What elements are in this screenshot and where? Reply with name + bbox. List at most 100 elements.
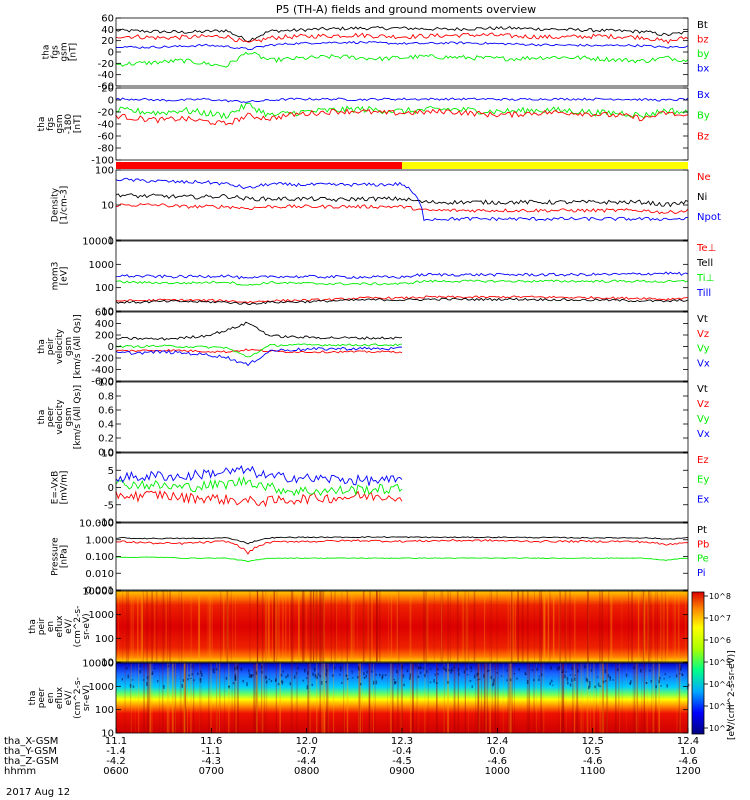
- legend-Vy: Vy: [697, 344, 710, 355]
- spectrogram-speckle: [314, 673, 316, 678]
- spectrogram-stripe: [652, 663, 655, 733]
- colorbar-tick-label: 10^6: [709, 636, 731, 645]
- spectrogram-stripe: [142, 591, 143, 662]
- spectrogram-speckle: [688, 683, 690, 687]
- spectrogram-speckle: [437, 668, 439, 671]
- spectrogram-stripe: [444, 663, 445, 733]
- spectrogram-stripe: [290, 663, 292, 733]
- x-tick-label-t: 0700: [199, 766, 224, 777]
- spectrogram-stripe: [316, 663, 318, 733]
- spectrogram-stripe: [511, 591, 513, 662]
- y-axis-label-line: velocity: [55, 399, 65, 435]
- spectrogram-stripe: [275, 663, 277, 733]
- y-axis-label-line: tha: [37, 339, 47, 354]
- x-tick-label-t: 0600: [103, 766, 128, 777]
- colorbar-tick-label: 10^2: [709, 724, 731, 733]
- spectrogram-speckle: [562, 669, 564, 673]
- spectrogram-speckle: [589, 685, 591, 688]
- spectrogram-speckle: [566, 676, 569, 681]
- chart-title: P5 (TH-A) fields and ground moments over…: [276, 3, 536, 16]
- spectrogram-stripe: [369, 591, 371, 662]
- spectrogram-stripe: [643, 591, 645, 662]
- legend-Ni: Ni: [697, 192, 707, 203]
- spectrogram-speckle: [645, 682, 648, 684]
- spectrogram-speckle: [588, 685, 590, 690]
- colorbar-tick-label: 10^8: [709, 592, 731, 601]
- spectrogram-speckle: [415, 665, 417, 667]
- y-tick-label: -400: [91, 365, 114, 376]
- y-tick-label: -200: [91, 354, 114, 365]
- spectrogram-stripe: [282, 591, 284, 662]
- spectrogram-stripe: [387, 663, 388, 733]
- spectrogram-stripe: [685, 591, 687, 662]
- spectrogram-speckle: [151, 673, 154, 675]
- spectrogram-speckle: [265, 680, 268, 684]
- x-tick-label-x: 11.1: [105, 736, 127, 747]
- spectrogram-stripe: [359, 663, 360, 733]
- panel-peer-spectrogram: 10000 1000 100 10 tha peer en eflux eV/(cm^2-s-s…: [28, 659, 690, 740]
- spectrogram-stripe: [166, 663, 169, 733]
- spectrogram-speckle: [317, 672, 320, 676]
- legend-Vy: Vy: [697, 414, 710, 425]
- spectrogram-speckle: [334, 667, 336, 670]
- y-axis-label-line: [mV/m]: [60, 471, 70, 505]
- spectrogram-speckle: [518, 668, 520, 671]
- spectrogram-speckle: [536, 667, 538, 671]
- spectrogram-speckle: [345, 674, 348, 677]
- y-axis-label-line: eflux: [55, 615, 65, 638]
- spectrogram-speckle: [561, 671, 563, 674]
- spectrogram-stripe: [433, 591, 435, 662]
- spectrogram-speckle: [351, 672, 354, 674]
- spectrogram-speckle: [551, 679, 553, 683]
- spectrogram-stripe: [148, 663, 150, 733]
- spectrogram-stripe: [138, 663, 140, 733]
- spectrogram-stripe: [569, 591, 571, 662]
- spectrogram-stripe: [124, 663, 126, 733]
- spectrogram-speckle: [675, 674, 678, 678]
- spectrogram-stripe: [412, 663, 414, 733]
- spectrogram-speckle: [492, 681, 495, 685]
- spectrogram-stripe: [643, 591, 645, 662]
- legend-Vt: Vt: [697, 314, 708, 325]
- spectrogram-speckle: [131, 679, 134, 681]
- spectrogram-stripe: [189, 663, 192, 733]
- spectrogram-speckle: [445, 668, 447, 672]
- spectrogram-speckle: [496, 671, 498, 674]
- y-tick-label: 0: [108, 96, 114, 107]
- spectrogram-stripe: [264, 663, 266, 733]
- spectrogram-speckle: [450, 667, 453, 671]
- spectrogram-stripe: [273, 591, 276, 662]
- spectrogram-speckle: [488, 670, 490, 671]
- series-line-Ni: [115, 193, 689, 208]
- y-axis-label-line: gsm: [55, 114, 65, 133]
- spectrogram-speckle: [594, 685, 596, 689]
- spectrogram-speckle: [285, 676, 287, 679]
- spectrogram-stripe: [496, 663, 498, 733]
- spectrogram-stripe: [678, 663, 680, 733]
- spectrogram-speckle: [607, 674, 610, 678]
- spectrogram-speckle: [550, 666, 552, 670]
- spectrogram-speckle: [151, 671, 154, 675]
- spectrogram-speckle: [252, 674, 254, 677]
- spectrogram-speckle: [121, 678, 124, 681]
- spectrogram-stripe: [130, 663, 131, 733]
- y-axis-label-line: Pressure: [51, 537, 61, 576]
- spectrogram-stripe: [663, 591, 665, 662]
- spectrogram-speckle: [146, 676, 149, 680]
- y-axis-label-line: en: [46, 692, 56, 703]
- spectrogram-stripe: [257, 591, 258, 662]
- series-line-Ne: [115, 203, 689, 215]
- y-tick-label: -5: [104, 500, 114, 511]
- spectrogram-stripe: [618, 663, 620, 733]
- spectrogram-stripe: [441, 591, 443, 662]
- spectrogram-stripe: [390, 591, 393, 662]
- spectrogram-speckle: [289, 682, 291, 686]
- spectrogram-stripe: [346, 591, 349, 662]
- y-axis-label-line: peer: [46, 406, 56, 427]
- spectrogram-stripe: [489, 591, 491, 662]
- y-tick-label: -60: [98, 82, 114, 93]
- y-axis-label-line: velocity: [55, 328, 65, 364]
- spectrogram-speckle: [466, 668, 468, 670]
- spectrogram-speckle: [246, 682, 248, 687]
